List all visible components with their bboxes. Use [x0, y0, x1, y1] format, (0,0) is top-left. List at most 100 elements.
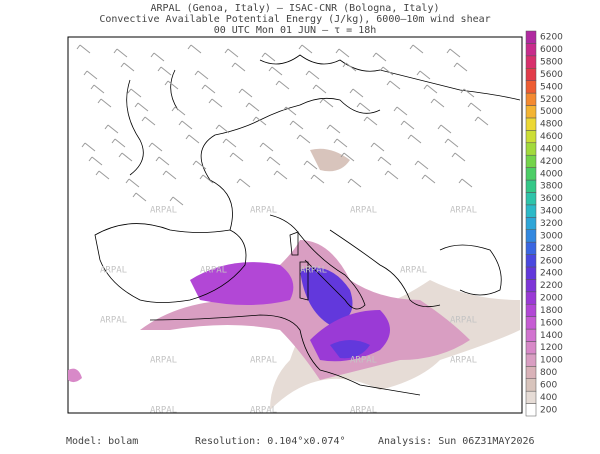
wind-barb — [236, 178, 241, 184]
map: ARPAL ARPAL ARPAL ARPAL ARPAL ARPAL ARPAL ARPAL… — [67, 36, 523, 416]
watermarks: ARPAL ARPAL ARPAL ARPAL ARPAL ARPAL ARPAL ARPAL… — [100, 206, 477, 416]
colorbar-swatch — [525, 291, 537, 305]
wind-barb — [416, 70, 421, 76]
wind-barb — [194, 70, 199, 76]
wind-barb — [197, 70, 209, 80]
wind-barb — [417, 160, 429, 170]
colorbar-swatch — [525, 55, 537, 69]
wind-barb — [393, 106, 398, 112]
wind-barb — [79, 44, 91, 54]
colorbar-label: 3600 — [540, 194, 563, 204]
wind-barb — [239, 178, 251, 188]
colorbar-swatch — [525, 316, 537, 330]
watermark: ARPAL — [150, 406, 177, 416]
watermark: ARPAL — [450, 206, 477, 216]
colorbar-swatch — [525, 353, 537, 367]
wind-barb — [268, 66, 273, 72]
wind-barb — [319, 98, 324, 104]
wind-barb — [366, 116, 378, 126]
wind-barb — [224, 48, 229, 54]
wind-barb — [185, 134, 190, 140]
colorbar-swatch — [525, 254, 537, 268]
wind-barb — [335, 48, 340, 54]
wind-barb — [252, 116, 257, 122]
wind-barb — [389, 80, 401, 90]
wind-barb — [373, 142, 385, 152]
colorbar-label: 600 — [540, 380, 557, 390]
colorbar-label: 5600 — [540, 70, 563, 80]
colorbar-swatch — [525, 366, 537, 379]
colorbar-swatch — [525, 167, 537, 181]
colorbar-swatch — [525, 341, 537, 355]
wind-barb — [379, 66, 384, 72]
wind-barb — [157, 66, 162, 72]
colorbar: 200 400 600 800 1000 1200 1400 1600 1800 2000 2200… — [525, 30, 563, 417]
wind-barb — [222, 138, 227, 144]
watermark: ARPAL — [200, 266, 227, 276]
colorbar-label: 5000 — [540, 107, 563, 117]
colorbar-swatch — [525, 241, 537, 255]
wind-barb — [356, 102, 361, 108]
colorbar-label: 200 — [540, 405, 557, 415]
wind-barb — [424, 174, 436, 184]
wind-barb — [195, 160, 207, 170]
wind-barb — [132, 192, 137, 198]
colorbar-swatch — [525, 80, 537, 94]
colorbar-swatch — [525, 92, 537, 106]
wind-barb — [350, 178, 362, 188]
wind-barb — [403, 120, 415, 130]
wind-barb — [463, 88, 475, 98]
wind-barb — [421, 174, 426, 180]
wind-barb — [409, 44, 414, 50]
wind-barb — [453, 62, 458, 68]
wind-barb — [153, 52, 165, 62]
wind-barb — [276, 170, 288, 180]
watermark: ARPAL — [450, 316, 477, 326]
wind-barb — [232, 152, 244, 162]
colorbar-label: 2200 — [540, 281, 563, 291]
wind-barb — [164, 80, 169, 86]
colorbar-swatch — [525, 279, 537, 293]
wind-barb — [308, 70, 320, 80]
colorbar-label: 2400 — [540, 269, 563, 279]
wind-barb — [333, 138, 338, 144]
watermark: ARPAL — [150, 356, 177, 366]
colorbar-label: 4600 — [540, 132, 563, 142]
wind-barb — [174, 106, 186, 116]
wind-barb — [148, 142, 153, 148]
wind-barb — [141, 116, 146, 122]
watermark: ARPAL — [250, 206, 277, 216]
wind-barb — [90, 84, 95, 90]
wind-barb — [349, 88, 354, 94]
wind-barb — [269, 156, 281, 166]
wind-barb — [104, 124, 109, 130]
wind-barb — [305, 70, 310, 76]
wind-barb — [387, 170, 399, 180]
wind-barb — [273, 170, 278, 176]
wind-barb — [121, 152, 133, 162]
wind-barb — [201, 84, 206, 90]
model-label: Model: bolam — [66, 436, 138, 447]
wind-barb — [135, 192, 147, 202]
resolution-label: Resolution: 0.104°x0.074° — [195, 436, 346, 447]
wind-barb — [100, 98, 112, 108]
wind-barb — [400, 120, 405, 126]
wind-barb — [301, 44, 313, 54]
wind-barb — [178, 120, 183, 126]
wind-barb — [375, 52, 387, 62]
wind-barb — [137, 102, 149, 112]
colorbar-swatch — [525, 328, 537, 342]
wind-barb — [377, 156, 382, 162]
wind-barb — [95, 170, 100, 176]
wind-barb — [440, 124, 452, 134]
colorbar-swatch — [525, 30, 537, 44]
wind-barb — [160, 66, 172, 76]
wind-barb — [326, 124, 331, 130]
title-line: 00 UTC Mon 01 JUN – τ = 18h — [214, 25, 377, 36]
colorbar-label: 1000 — [540, 356, 563, 366]
wind-barb — [127, 88, 132, 94]
wind-barb — [123, 62, 135, 72]
wind-barb — [227, 48, 239, 58]
wind-barb — [192, 160, 197, 166]
colorbar-label: 4000 — [540, 169, 563, 179]
